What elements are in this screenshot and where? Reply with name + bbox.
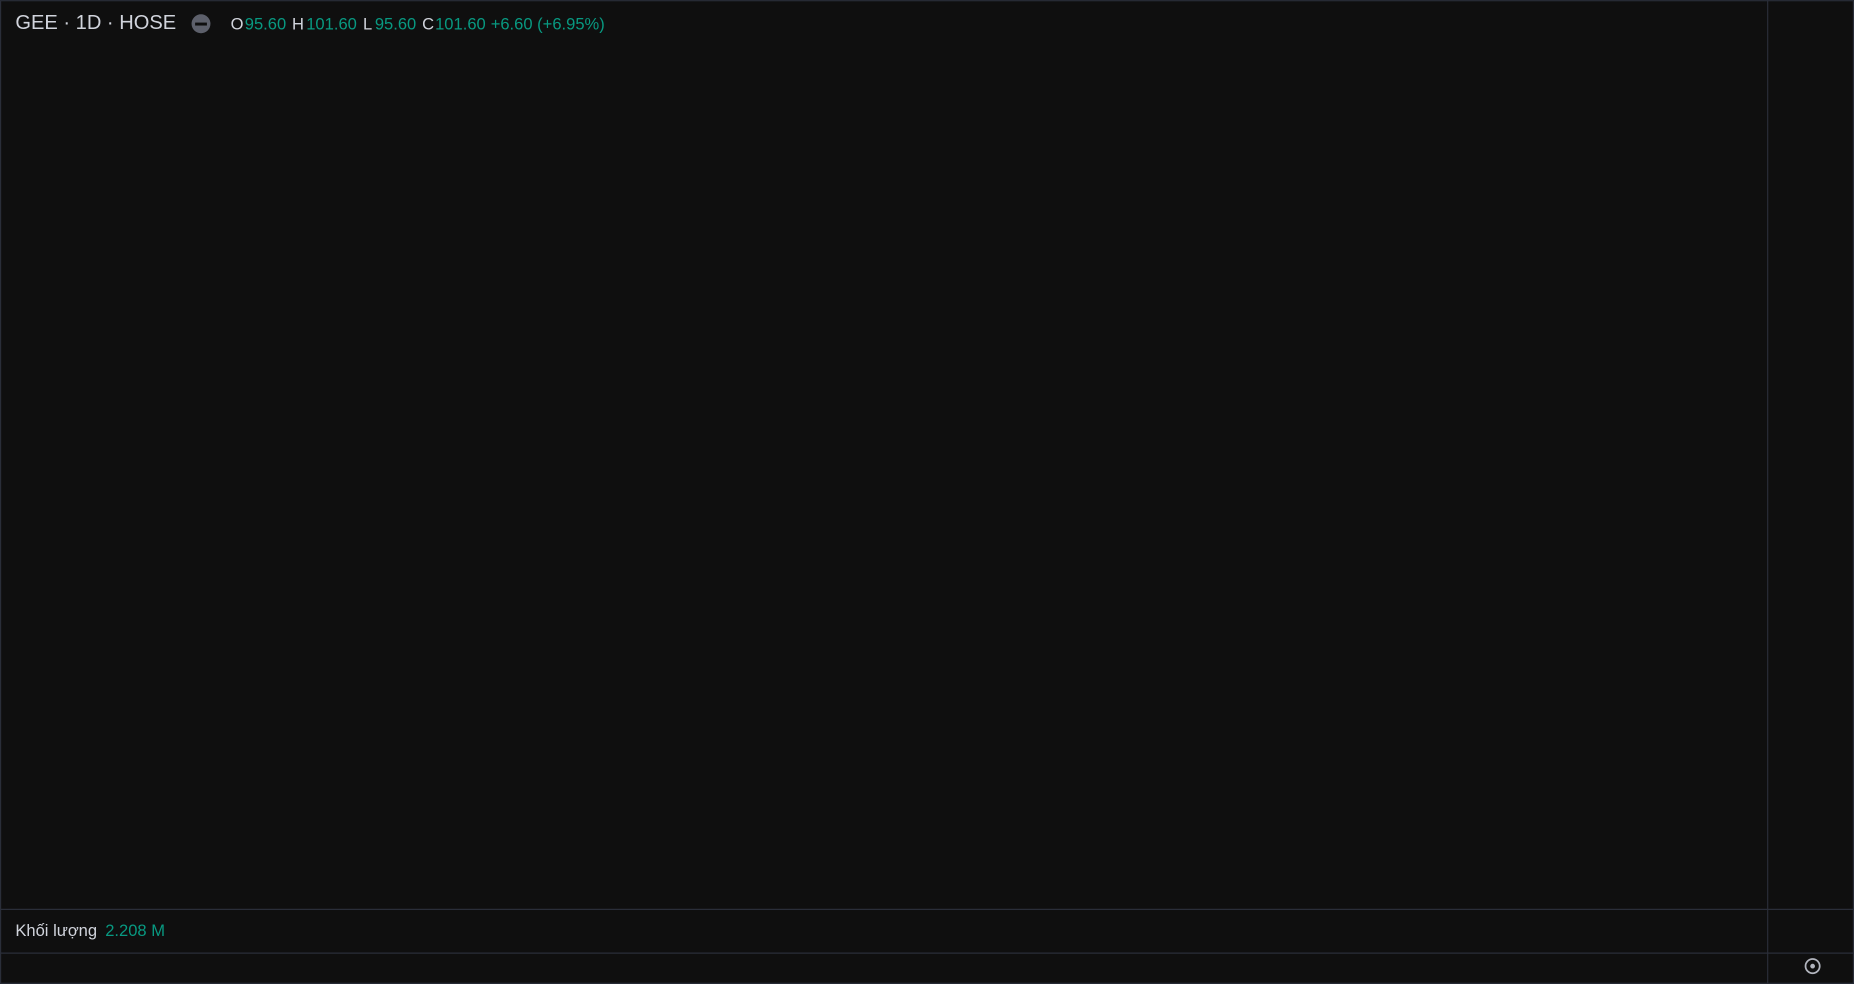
settings[interactable] bbox=[1804, 958, 1821, 975]
change: +6.60 (+6.95%) bbox=[491, 14, 605, 33]
h-key: H bbox=[292, 14, 304, 33]
settings-icon[interactable] bbox=[1804, 958, 1821, 975]
h-value: 101.60 bbox=[306, 14, 357, 33]
o-key: O bbox=[231, 14, 244, 33]
settings-icon-center bbox=[1810, 963, 1815, 969]
c-key: C bbox=[422, 14, 434, 33]
hide-icon bbox=[195, 22, 207, 26]
l-value: 95.60 bbox=[375, 14, 416, 33]
volume-value: 2.208 M bbox=[105, 921, 165, 940]
o-value: 95.60 bbox=[245, 14, 286, 33]
l-key: L bbox=[363, 14, 372, 33]
volume-title: Khối lượng bbox=[15, 921, 97, 940]
symbol: GEE · 1D · HOSE bbox=[15, 12, 176, 34]
legend: GEE · 1D · HOSE O 95.60 H 101.60 L 95.60… bbox=[15, 12, 604, 940]
c-value: 101.60 bbox=[435, 14, 486, 33]
